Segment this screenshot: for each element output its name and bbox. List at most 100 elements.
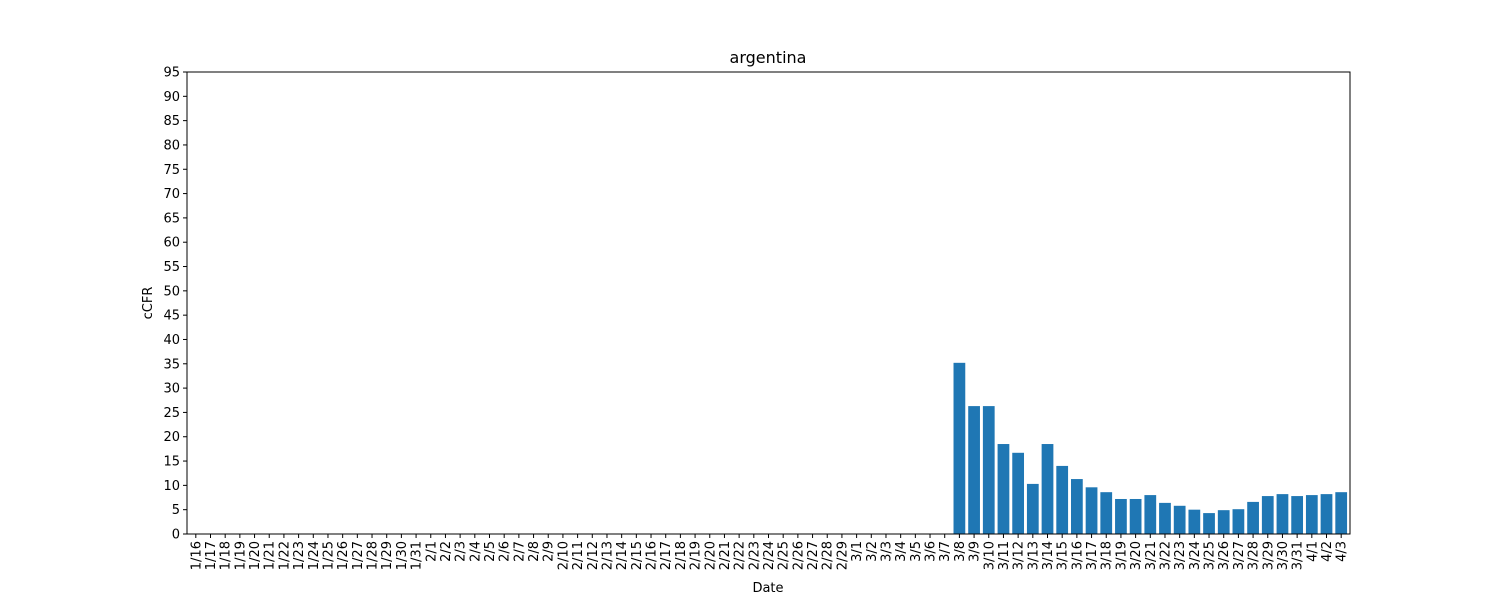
x-tick-label: 1/17 [204,541,219,570]
x-tick-label: 2/9 [542,541,557,562]
x-tick-label: 2/3 [454,541,469,562]
bar-3/25 [1203,513,1215,534]
x-tick-label: 2/1 [424,541,439,562]
y-tick-label: 45 [163,309,180,324]
x-tick-label: 2/17 [659,541,674,570]
bar-4/1 [1305,495,1318,534]
x-tick-label: 2/16 [645,541,660,570]
x-tick-label: 2/19 [689,541,704,570]
x-tick-label: 3/10 [982,541,997,570]
x-tick-label: 3/19 [1114,541,1129,570]
x-tick-label: 3/5 [909,541,924,562]
y-tick-label: 5 [172,503,180,518]
y-tick-label: 50 [163,284,180,299]
bar-4/3 [1335,492,1348,534]
x-tick-label: 3/31 [1291,541,1306,570]
bar-3/8 [953,362,966,534]
x-tick-label: 3/14 [1041,541,1056,570]
bar-3/9 [968,406,980,534]
bar-3/21 [1144,495,1157,534]
bar-3/18 [1100,492,1113,534]
x-tick-label: 2/2 [439,541,454,562]
y-tick-label: 25 [163,406,180,421]
bar-3/14 [1041,444,1054,534]
y-tick-label: 35 [163,357,180,372]
x-tick-label: 3/7 [938,541,953,562]
y-tick-label: 65 [163,211,180,226]
x-tick-label: 1/23 [292,541,307,570]
bar-3/26 [1217,510,1230,534]
x-tick-label: 3/18 [1100,541,1115,570]
x-tick-label: 1/22 [277,541,292,570]
x-tick-label: 3/8 [953,541,968,562]
bar-3/31 [1291,496,1304,534]
bars [953,362,1348,534]
x-tick-label: 3/25 [1203,541,1218,570]
bar-3/29 [1261,496,1274,534]
bar-3/11 [997,444,1010,534]
x-tick-label: 3/4 [894,541,909,562]
y-axis-label: cCFR [141,287,156,320]
x-tick-label: 4/1 [1305,541,1320,562]
x-tick-label: 3/30 [1276,541,1291,570]
x-tick-label: 4/2 [1320,541,1335,562]
x-tick-label: 1/26 [336,541,351,570]
x-tick-label: 2/27 [806,541,821,570]
x-tick-label: 2/20 [703,541,718,570]
bar-3/20 [1129,498,1142,534]
bar-3/19 [1115,498,1127,534]
x-tick-label: 1/21 [263,541,278,570]
y-tick-label: 15 [163,455,180,470]
x-tick-label: 3/20 [1129,541,1144,570]
x-tick-label: 3/27 [1232,541,1247,570]
y-tick-label: 60 [163,236,180,251]
x-tick-label: 1/28 [366,541,381,570]
x-tick-label: 2/24 [762,541,777,570]
x-tick-label: 2/14 [615,541,630,570]
x-tick-label: 1/18 [219,541,234,570]
x-tick-label: 4/3 [1335,541,1350,562]
x-tick-label: 1/19 [233,541,248,570]
x-tick-label: 2/21 [718,541,733,570]
x-tick-label: 2/4 [468,541,483,562]
y-tick-label: 55 [163,260,180,275]
x-tick-label: 2/11 [571,541,586,570]
bar-3/30 [1276,494,1289,534]
bar-3/10 [982,406,995,534]
y-tick-label: 70 [163,187,180,202]
x-tick-label: 2/7 [512,541,527,562]
x-tick-label: 2/10 [556,541,571,570]
bar-3/28 [1247,501,1259,534]
x-tick-label: 3/17 [1085,541,1100,570]
x-tick-label: 1/20 [248,541,263,570]
y-tick-label: 75 [163,163,180,178]
x-tick-label: 2/8 [527,541,542,562]
x-tick-label: 3/9 [968,541,983,562]
y-tick-label: 0 [172,528,180,543]
y-tick-label: 90 [163,90,180,105]
x-tick-label: 1/31 [410,541,425,570]
x-tick-label: 2/26 [791,541,806,570]
x-axis: 1/16 1/17 1/18 1/19 1/20 1/21 1/22 1/23 1/24 1/25… [189,534,1350,570]
x-tick-label: 3/23 [1173,541,1188,570]
x-tick-label: 1/24 [307,541,322,570]
x-tick-label: 2/23 [747,541,762,570]
y-tick-label: 40 [163,333,180,348]
bar-3/27 [1232,509,1245,534]
x-tick-label: 3/22 [1158,541,1173,570]
bar-4/2 [1320,494,1333,534]
x-tick-label: 3/1 [850,541,865,562]
x-tick-label: 2/13 [600,541,615,570]
bar-3/12 [1012,452,1025,534]
y-axis: 0 5 10 15 20 25 30 35 40 45 50 55 60 65 70 75 80 85 90 95 [163,66,187,543]
x-tick-label: 3/6 [924,541,939,562]
x-tick-label: 3/3 [879,541,894,562]
x-tick-label: 2/22 [733,541,748,570]
x-tick-label: 2/15 [630,541,645,570]
y-tick-label: 80 [163,138,180,153]
x-tick-label: 2/18 [674,541,689,570]
bar-3/15 [1056,465,1069,534]
x-tick-label: 2/5 [483,541,498,562]
x-tick-label: 1/27 [351,541,366,570]
